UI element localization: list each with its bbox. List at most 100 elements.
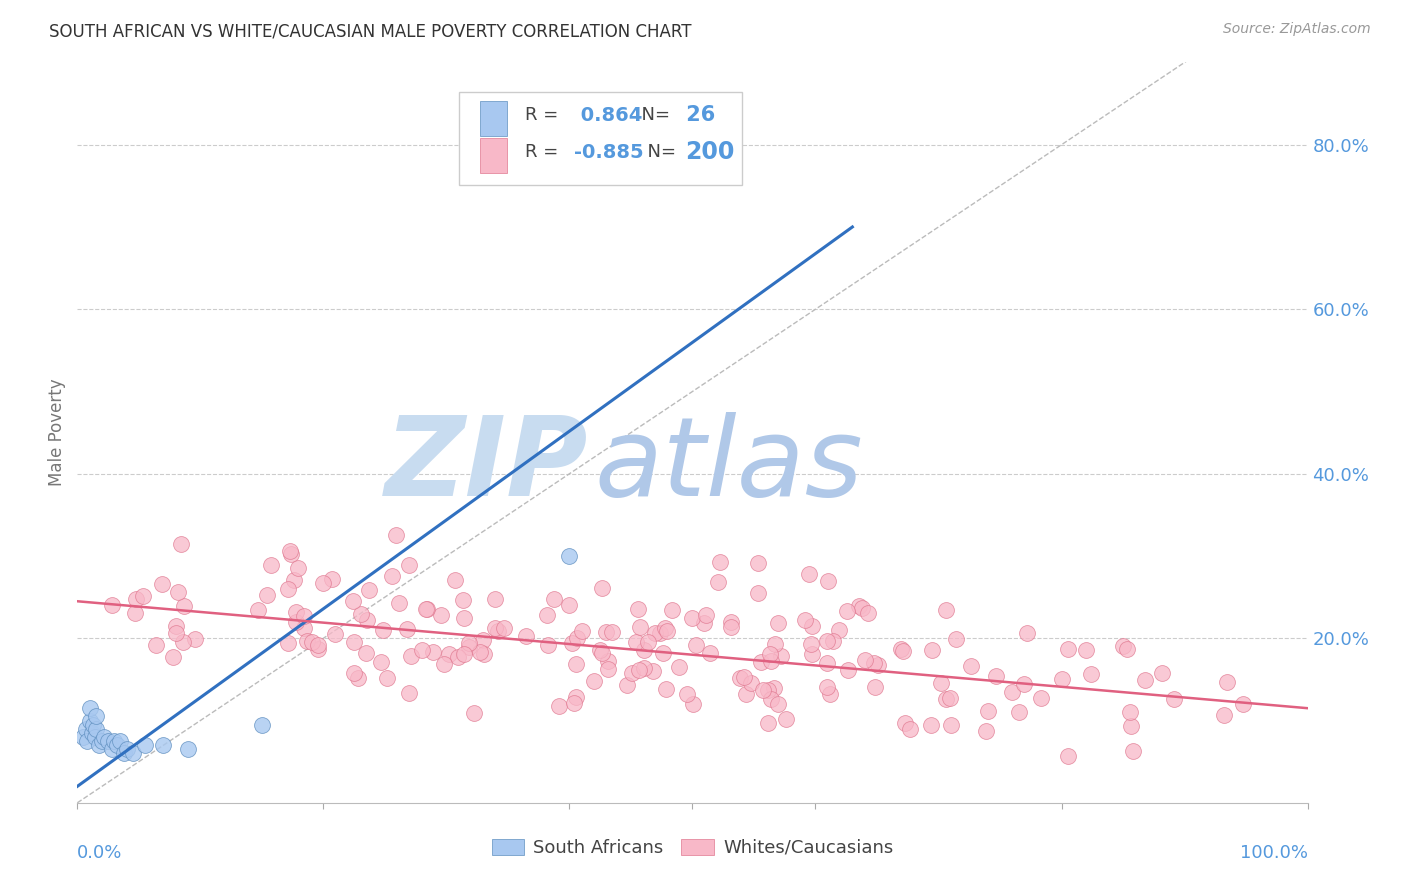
Text: R =: R =: [526, 143, 564, 161]
Point: [801, 647, 824, 661]
Point: [451, 593, 474, 607]
Point: [470, 645, 492, 659]
Point: [165, 619, 187, 633]
Point: [730, 671, 752, 685]
Point: [307, 642, 329, 657]
Point: [342, 594, 364, 608]
Text: 0.0%: 0.0%: [77, 844, 122, 862]
Point: [184, 632, 207, 647]
Point: [537, 638, 560, 652]
Point: [921, 643, 943, 657]
Point: [375, 671, 398, 685]
Point: [292, 608, 315, 623]
Point: [373, 623, 395, 637]
Point: [591, 582, 613, 596]
Point: [800, 637, 823, 651]
Point: [984, 668, 1007, 682]
Point: [342, 665, 364, 680]
Point: [945, 632, 967, 647]
Point: [401, 649, 423, 664]
Point: [381, 569, 404, 583]
Point: [893, 644, 915, 658]
Point: [654, 621, 676, 635]
Point: [756, 682, 779, 697]
Point: [815, 656, 838, 670]
Point: [1080, 667, 1102, 681]
Point: [167, 584, 190, 599]
Point: [752, 683, 775, 698]
Point: [600, 624, 623, 639]
Point: [759, 653, 782, 667]
Point: [287, 561, 309, 575]
Point: [277, 636, 299, 650]
Point: [162, 649, 184, 664]
Point: [681, 611, 703, 625]
Point: [655, 624, 678, 638]
Point: [974, 724, 997, 739]
Point: [278, 544, 301, 558]
Point: [543, 592, 565, 607]
Point: [818, 687, 841, 701]
Point: [411, 643, 433, 657]
Text: 26: 26: [679, 105, 716, 125]
Point: [837, 663, 859, 677]
Point: [720, 620, 742, 634]
Point: [682, 697, 704, 711]
Point: [1116, 641, 1139, 656]
Point: [648, 625, 671, 640]
Point: [536, 607, 558, 622]
Point: [1001, 684, 1024, 698]
Point: [793, 613, 815, 627]
Point: [628, 620, 651, 634]
Point: [321, 573, 343, 587]
Text: ZIP: ZIP: [384, 412, 588, 519]
Point: [280, 547, 302, 561]
Point: [1015, 625, 1038, 640]
Point: [453, 611, 475, 625]
Point: [398, 686, 420, 700]
Point: [458, 640, 481, 654]
Point: [124, 606, 146, 620]
Point: [595, 625, 617, 640]
Point: [627, 602, 650, 616]
FancyBboxPatch shape: [479, 101, 506, 136]
Point: [756, 715, 779, 730]
Y-axis label: Male Poverty: Male Poverty: [48, 379, 66, 486]
Point: [1031, 691, 1053, 706]
Point: [356, 613, 378, 627]
Point: [628, 663, 651, 677]
Point: [1014, 677, 1036, 691]
Point: [433, 657, 456, 671]
Point: [763, 637, 786, 651]
Point: [72, 730, 94, 744]
Point: [856, 606, 879, 620]
Point: [1216, 675, 1239, 690]
Point: [145, 638, 167, 652]
Point: [817, 574, 839, 589]
Point: [170, 537, 193, 551]
Point: [89, 738, 111, 752]
Point: [292, 621, 315, 635]
Point: [588, 643, 610, 657]
Point: [939, 691, 962, 706]
Point: [800, 619, 823, 633]
Point: [766, 697, 789, 711]
Point: [1121, 719, 1143, 733]
Point: [301, 635, 323, 649]
Point: [685, 638, 707, 652]
Point: [797, 566, 820, 581]
Point: [893, 716, 915, 731]
Point: [101, 742, 124, 756]
Point: [307, 638, 329, 652]
Point: [935, 603, 957, 617]
Point: [652, 647, 675, 661]
Point: [472, 648, 495, 662]
Point: [977, 704, 1000, 718]
Point: [79, 701, 101, 715]
Point: [172, 635, 194, 649]
Point: [769, 648, 792, 663]
Point: [929, 676, 952, 690]
Point: [250, 717, 273, 731]
FancyBboxPatch shape: [479, 138, 506, 173]
Point: [848, 599, 870, 614]
